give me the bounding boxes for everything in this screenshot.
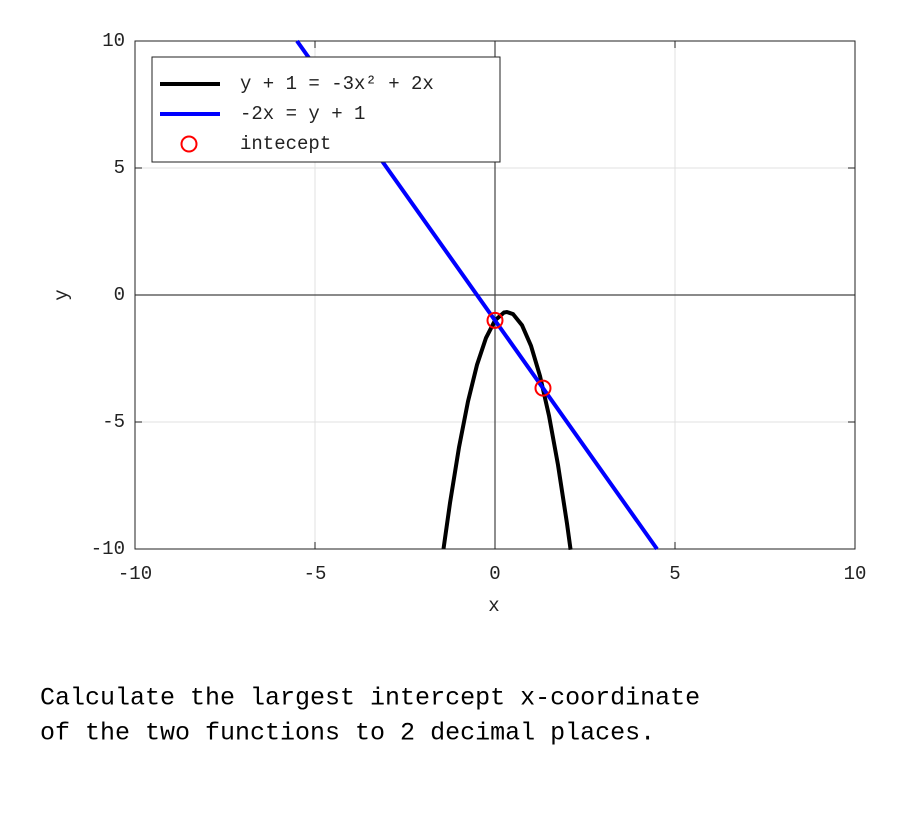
y-axis-label: y [51,289,73,300]
y-tick-label: 5 [114,157,125,179]
legend-label: y + 1 = -3x² + 2x [240,73,434,95]
legend-label: -2x = y + 1 [240,103,365,125]
y-tick-label: -5 [102,411,125,433]
y-tick-label: 0 [114,284,125,306]
plot-frame [134,40,856,550]
curve [441,309,573,551]
y-tick-label: -10 [91,538,125,560]
x-axis-label: x [488,595,499,617]
legend: y + 1 = -3x² + 2x -2x = y + 1 intecept [151,56,501,163]
intercept-marker [486,311,504,329]
x-tick-label: -10 [118,563,152,585]
y-tick-label: 10 [102,30,125,52]
x-tick-label: 0 [489,563,500,585]
x-tick-label: 5 [669,563,680,585]
x-tick-label: 10 [844,563,867,585]
legend-label: intecept [240,133,331,155]
question-line: of the two functions to 2 decimal places… [40,719,655,748]
x-tick-label: -5 [304,563,327,585]
question-line: Calculate the largest intercept x-coordi… [40,684,700,713]
legend-box [151,56,501,163]
legend-swatch [180,135,198,153]
intercept-marker [534,379,552,397]
